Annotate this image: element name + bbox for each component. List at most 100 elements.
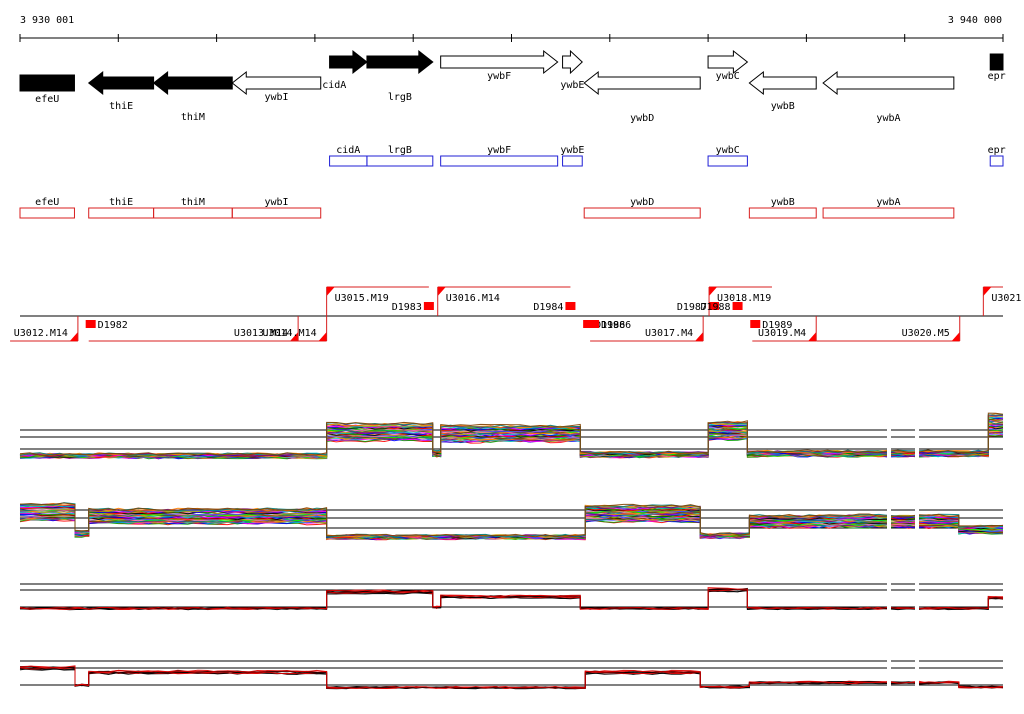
minus-strand-box-track: efeU thiE thiM ywbI ywbD ywbB ywbA [19, 197, 955, 219]
minus-strand-box-label: ywbB [771, 197, 795, 208]
gene-track: efeU thiE thiM ywbI cidA lrgB ywbF ywbE ywbD ywbC… [19, 49, 1006, 124]
expression-panels [19, 404, 1004, 694]
lower-tu-flag [69, 332, 78, 341]
minus-strand-box-label: ywbI [264, 197, 288, 208]
gene-label: efeU [35, 94, 59, 105]
ruler-start-label: 3 930 001 [20, 15, 74, 26]
data-gap [915, 404, 919, 466]
data-gap [887, 404, 891, 466]
gene-label: ywbC [716, 71, 740, 82]
gene-label: ywbE [560, 80, 584, 91]
gene-label: ywbF [487, 71, 511, 82]
upper-tu-flag [437, 287, 446, 296]
expression-line [19, 587, 1004, 610]
gene-arrow [87, 70, 155, 96]
gene-arrow [583, 70, 701, 96]
minus-strand-box [748, 207, 817, 219]
minus-strand-box-label: thiE [109, 197, 133, 208]
lower-tu-label: U3019.M4 [758, 328, 806, 339]
gene-label: ywbD [630, 113, 654, 124]
transcription-unit-track: U3015.M19 U3016.M14 U3018.M19 U3021 U3012.M1… [10, 286, 1021, 342]
promoter-mark [565, 302, 576, 310]
plus-strand-box [707, 155, 748, 167]
data-gap [887, 484, 891, 546]
gene-label: ywbB [771, 101, 795, 112]
data-gap [887, 568, 891, 616]
gene-arrow [822, 70, 955, 96]
gene-arrow [231, 70, 322, 96]
promoter-label: D1982 [98, 320, 128, 331]
data-gap [915, 568, 919, 616]
plus-strand-box [989, 155, 1004, 167]
promoter-mark [583, 320, 594, 328]
expression-line [19, 414, 1004, 456]
gene-label: thiM [181, 112, 205, 123]
minus-strand-box-label: thiM [181, 197, 205, 208]
expression-panel [19, 568, 1004, 616]
lower-tu-flag [695, 332, 704, 341]
expression-line [19, 502, 1003, 538]
genome-ruler: 3 930 001 3 940 000 [19, 15, 1004, 42]
plus-strand-box [440, 155, 559, 167]
promoter-label: D1986 [601, 320, 631, 331]
promoter-label: D1986 [595, 320, 625, 331]
gene-arrow [19, 74, 75, 92]
gene-label: cidA [322, 80, 346, 91]
ruler-end-label: 3 940 000 [948, 15, 1002, 26]
plus-strand-box-track: cidA lrgB ywbF ywbE ywbC epr [329, 145, 1006, 167]
plus-strand-box [562, 155, 583, 167]
upper-tu-flag [983, 287, 992, 296]
expression-line [19, 588, 1004, 610]
plus-strand-box [329, 155, 368, 167]
minus-strand-box [822, 207, 955, 219]
gene-label: lrgB [388, 92, 412, 103]
upper-tu-label: U3015.M19 [335, 293, 389, 304]
gene-label: ywbI [264, 92, 288, 103]
lower-tu-label: U3017.M4 [645, 328, 693, 339]
expression-panel [19, 404, 1004, 466]
gene-arrow [152, 70, 233, 96]
promoter-mark [589, 320, 600, 328]
plus-strand-box-label: ywbE [560, 145, 584, 156]
upper-tu-flag [326, 287, 335, 296]
minus-strand-box-label: ywbA [876, 197, 900, 208]
data-gap [915, 484, 919, 546]
lower-tu-flag [951, 332, 960, 341]
plus-strand-box-label: lrgB [388, 145, 412, 156]
promoter-label: D1987 [677, 302, 707, 313]
minus-strand-box [19, 207, 75, 219]
gene-label: thiE [109, 101, 133, 112]
lower-tu-flag [318, 332, 327, 341]
minus-strand-box [583, 207, 701, 219]
expression-line [19, 589, 1004, 610]
gene-label: ywbA [876, 113, 900, 124]
upper-tu-label: U3016.M14 [446, 293, 500, 304]
lower-tu-flag [808, 332, 817, 341]
promoter-label: D1988 [700, 302, 730, 313]
upper-tu-label: U3021 [991, 293, 1021, 304]
expression-line [19, 412, 1004, 456]
gene-arrow [707, 49, 749, 75]
gene-arrow [562, 49, 583, 75]
gene-arrow [440, 49, 559, 75]
plus-strand-box-label: ywbF [487, 145, 511, 156]
gene-label: epr [988, 71, 1006, 82]
upper-tu-label: U3018.M19 [717, 293, 771, 304]
expression-line [19, 588, 1004, 610]
lower-tu-label: U3014.M14 [262, 328, 316, 339]
gene-arrow [989, 53, 1004, 71]
minus-strand-box-label: ywbD [630, 197, 654, 208]
plus-strand-box-label: ywbC [716, 145, 740, 156]
gene-arrow [748, 70, 817, 96]
plus-strand-box-label: cidA [336, 145, 360, 156]
gene-arrow [329, 49, 368, 75]
lower-tu-label: U3013.M14 [234, 328, 288, 339]
plus-strand-box-label: epr [988, 145, 1006, 156]
expression-panel [19, 484, 1004, 546]
minus-strand-box [88, 207, 155, 219]
data-gap [887, 644, 891, 694]
promoter-mark [423, 302, 434, 310]
expression-line [19, 587, 1004, 610]
